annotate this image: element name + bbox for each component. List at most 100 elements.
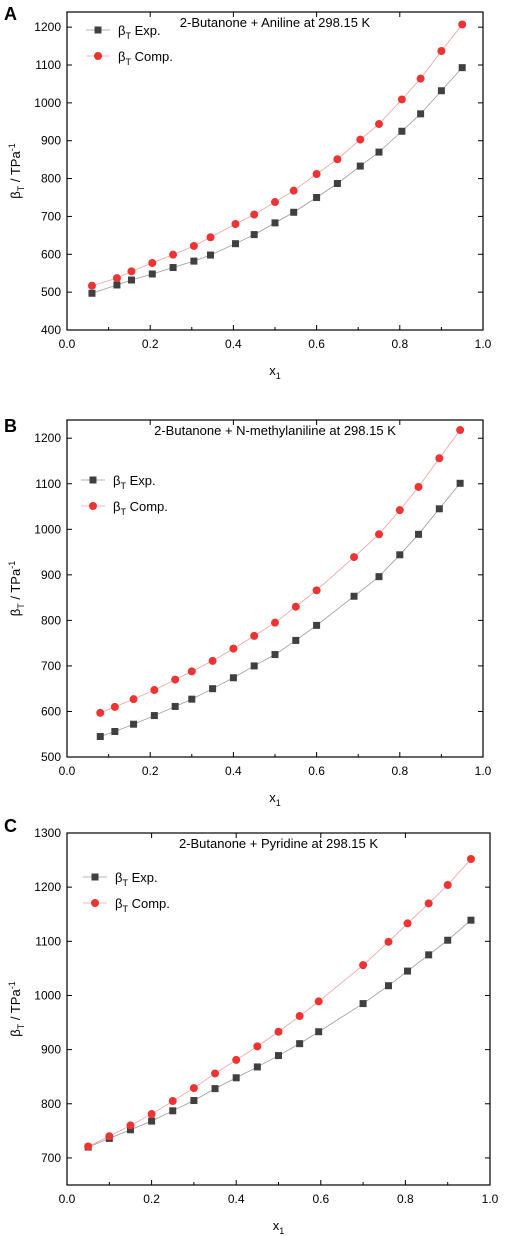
- data-point-square: [271, 219, 279, 227]
- x-tick-label: 0.2: [142, 764, 159, 778]
- data-point-circle: [443, 880, 452, 889]
- data-point-circle: [208, 656, 217, 665]
- data-point-square: [444, 936, 452, 944]
- data-point-square: [425, 951, 433, 959]
- data-point-circle: [127, 267, 136, 276]
- data-point-circle: [295, 1012, 304, 1021]
- series-line: [87, 858, 472, 1147]
- legend-label: βT Exp.: [115, 870, 158, 888]
- data-point-square: [359, 1000, 367, 1008]
- data-point-square: [467, 916, 475, 924]
- y-tick-label: 800: [41, 613, 61, 627]
- data-point-square: [211, 1085, 219, 1093]
- legend-label: βT Comp.: [113, 499, 168, 517]
- plot-frame: [66, 419, 484, 758]
- data-point-circle: [375, 120, 383, 129]
- series-comp: [84, 854, 475, 1151]
- data-point-circle: [150, 686, 159, 695]
- y-tick-label: 1100: [35, 58, 61, 72]
- data-point-square: [275, 1052, 282, 1060]
- series-comp: [96, 426, 465, 717]
- data-point-circle: [87, 281, 96, 290]
- y-tick-label: 600: [41, 247, 61, 261]
- panel-label: A: [4, 4, 17, 24]
- data-point-circle: [189, 241, 198, 250]
- x-tick-label: 0.8: [397, 1192, 414, 1206]
- legend-marker-circle: [91, 899, 99, 907]
- data-point-circle: [314, 997, 323, 1006]
- y-tick-label: 1200: [34, 431, 61, 445]
- data-point-circle: [466, 854, 475, 863]
- legend-marker-square: [94, 26, 102, 34]
- series-comp: [87, 20, 467, 290]
- data-point-circle: [350, 553, 359, 562]
- legend: βT Exp. βT Comp.: [81, 473, 168, 517]
- y-tick-label: 700: [41, 209, 61, 223]
- legend-label: βT Comp.: [118, 49, 173, 67]
- data-point-circle: [458, 20, 467, 29]
- data-point-circle: [359, 961, 368, 970]
- data-point-square: [127, 276, 135, 284]
- data-point-square: [458, 64, 466, 72]
- chart-panel-a: A 2-Butanone + Aniline at 298.15 K 0.0 0.2 0…: [4, 4, 492, 381]
- data-point-circle: [312, 586, 321, 595]
- x-tick-label: 0.0: [59, 764, 76, 778]
- y-tick-label: 800: [41, 1097, 61, 1111]
- x-axis-label: x1: [269, 790, 281, 808]
- data-point-circle: [271, 198, 279, 207]
- x-tick-label: 0.2: [143, 1192, 160, 1206]
- data-point-circle: [147, 1110, 156, 1119]
- data-point-circle: [403, 919, 412, 928]
- y-tick-label: 400: [41, 323, 61, 337]
- legend-label: βT Comp.: [115, 896, 170, 914]
- data-point-square: [396, 551, 404, 559]
- data-point-circle: [375, 530, 383, 539]
- data-point-circle: [271, 618, 279, 627]
- legend: βT Exp. βT Comp.: [83, 870, 170, 914]
- data-point-square: [148, 270, 156, 278]
- data-point-square: [96, 733, 104, 741]
- data-point-square: [333, 179, 341, 187]
- data-point-circle: [384, 937, 393, 946]
- data-point-square: [207, 251, 215, 259]
- data-point-circle: [169, 250, 178, 259]
- chart-title: 2-Butanone + N-methylaniline at 298.15 K: [154, 423, 396, 438]
- data-point-square: [169, 1107, 177, 1115]
- data-point-circle: [416, 74, 425, 83]
- data-point-circle: [168, 1097, 177, 1106]
- y-tick-label: 800: [41, 172, 61, 186]
- data-point-square: [190, 257, 198, 265]
- data-point-circle: [274, 1027, 283, 1036]
- data-point-square: [250, 231, 258, 239]
- data-point-square: [188, 695, 196, 703]
- data-point-circle: [96, 708, 105, 717]
- data-point-circle: [253, 1042, 262, 1051]
- x-tick-label: 0.0: [59, 337, 76, 351]
- data-point-square: [404, 967, 412, 975]
- data-point-square: [232, 1074, 240, 1082]
- data-point-square: [250, 662, 258, 670]
- data-point-circle: [211, 1069, 220, 1078]
- chart-title: 2-Butanone + Pyridine at 298.15 K: [179, 836, 378, 851]
- data-point-circle: [333, 155, 342, 164]
- data-point-square: [290, 208, 298, 216]
- y-tick-label: 900: [41, 134, 61, 148]
- data-point-square: [375, 148, 383, 156]
- x-axis-label: x1: [269, 363, 281, 381]
- x-tick-label: 1.0: [482, 1192, 499, 1206]
- chart-panel-c: C 2-Butanone + Pyridine at 298.15 K 0.0 0.2…: [4, 816, 499, 1236]
- y-tick-label: 700: [41, 659, 61, 673]
- x-tick-label: 1.0: [475, 764, 492, 778]
- y-tick-label: 900: [41, 568, 61, 582]
- panel-label: C: [4, 816, 17, 836]
- data-point-square: [437, 87, 445, 95]
- data-point-circle: [206, 233, 215, 242]
- data-point-circle: [435, 454, 444, 463]
- x-tick-label: 0.0: [59, 1192, 76, 1206]
- data-point-square: [271, 651, 279, 659]
- chart-panel-b: B 2-Butanone + N-methylaniline at 298.15 …: [4, 416, 492, 808]
- data-point-square: [130, 720, 138, 728]
- x-tick-label: 0.8: [391, 337, 408, 351]
- data-point-circle: [414, 482, 423, 491]
- data-point-circle: [291, 602, 300, 611]
